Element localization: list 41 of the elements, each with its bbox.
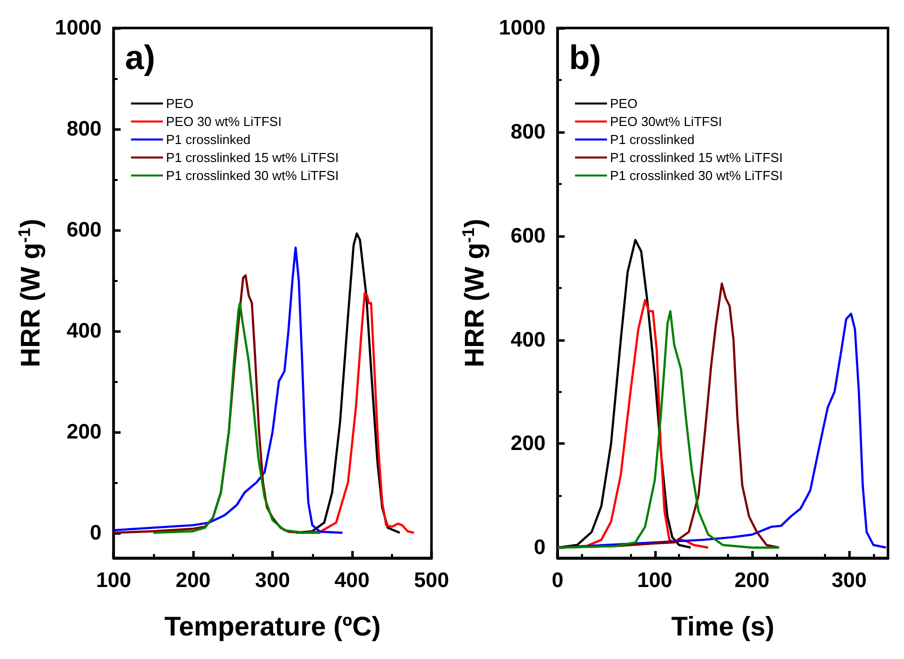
line-series [295,232,401,534]
y-tick-label: 200 [510,432,546,456]
x-tick-label: 200 [734,569,770,592]
x-tick-label: 100 [637,569,672,592]
y-tick-label: 1000 [54,16,102,40]
chart-title: a) [125,39,156,77]
legend-label: PEO 30 wt% LiTFSI [166,114,282,129]
y-tick-label: 0 [534,536,546,560]
x-tick-label: 300 [832,569,867,592]
y-tick-label: 800 [510,120,546,144]
x-tick-label: 500 [414,569,450,592]
legend-label: P1 crosslinked [610,132,695,147]
legend-label: PEO [166,96,194,111]
y-tick-label: 0 [90,521,102,544]
legend-label: P1 crosslinked 30 wt% LiTFSI [610,168,783,183]
x-tick-label: 400 [334,569,370,592]
chart-title: b) [569,39,602,77]
y-tick-label: 200 [66,420,102,444]
line-series [152,302,322,534]
legend-label: P1 crosslinked 30 wt% LiTFSI [166,168,339,183]
y-tick-label: 800 [66,117,102,140]
y-tick-label: 600 [510,224,546,248]
legend-label: P1 crosslinked [166,132,251,147]
legend-label: PEO 30wt% LiTFSI [610,114,722,129]
legend-label: P1 crosslinked 15 wt% LiTFSI [166,150,339,165]
x-tick-label: 0 [552,569,564,592]
y-tick-label: 1000 [498,16,546,40]
legend-label: P1 crosslinked 15 wt% LiTFSI [610,150,783,165]
x-axis-title: Time (s) [671,612,774,642]
x-tick-label: 200 [176,569,211,592]
y-tick-label: 400 [66,319,102,342]
x-tick-label: 100 [96,569,132,592]
y-tick-label: 600 [66,218,102,242]
y-axis-title: HRR (W g-1) [459,218,490,368]
y-tick-label: 400 [510,328,546,352]
line-series [299,292,416,534]
x-axis-title: Temperature (ºC) [164,612,381,642]
legend-label: PEO [610,96,638,111]
line-series [112,246,344,534]
y-axis-title: HRR (W g-1) [15,218,46,368]
x-tick-label: 300 [255,569,290,592]
